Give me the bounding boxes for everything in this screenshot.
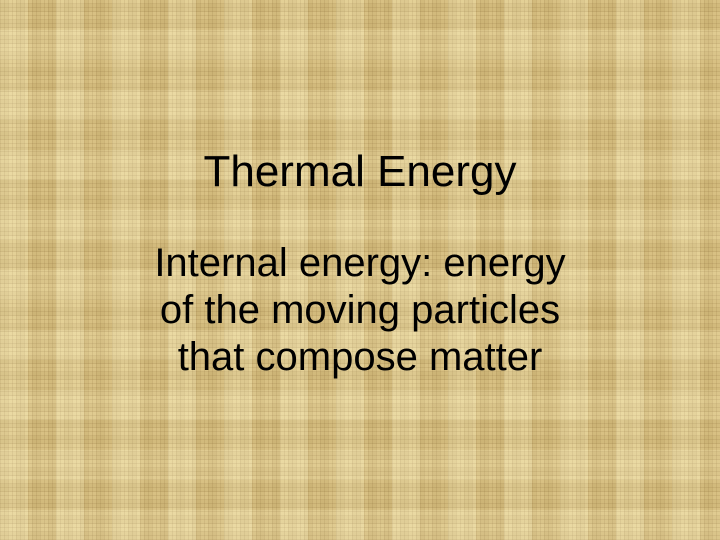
body-line-3: that compose matter	[60, 334, 660, 381]
slide: Thermal Energy Internal energy: energy o…	[0, 0, 720, 540]
slide-title: Thermal Energy	[0, 148, 720, 196]
slide-body: Internal energy: energy of the moving pa…	[60, 240, 660, 382]
body-line-1: Internal energy: energy	[60, 240, 660, 287]
body-line-2: of the moving particles	[60, 287, 660, 334]
